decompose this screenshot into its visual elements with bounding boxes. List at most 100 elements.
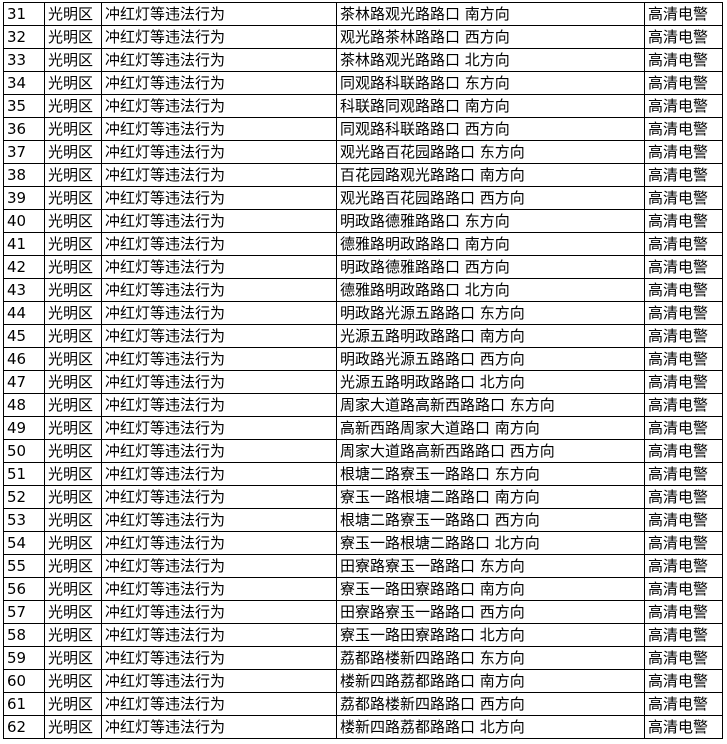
violation-type: 冲红灯等违法行为 (101, 347, 337, 371)
violation-type: 冲红灯等违法行为 (101, 439, 337, 463)
violation-type: 冲红灯等违法行为 (101, 232, 337, 256)
table-row: 60 光明区 冲红灯等违法行为 楼新四路荔都路路口 南方向 高清电警 (3, 669, 723, 693)
violation-type: 冲红灯等违法行为 (101, 48, 337, 72)
row-number: 61 (3, 692, 45, 716)
location: 同观路科联路路口 西方向 (336, 117, 645, 141)
device-type: 高清电警 (644, 324, 723, 348)
location: 楼新四路荔都路路口 南方向 (336, 669, 645, 693)
row-number: 42 (3, 255, 45, 279)
row-number: 59 (3, 646, 45, 670)
violation-type: 冲红灯等违法行为 (101, 186, 337, 210)
row-number: 35 (3, 94, 45, 118)
table-row: 33 光明区 冲红灯等违法行为 茶林路观光路路口 北方向 高清电警 (3, 48, 723, 72)
district: 光明区 (44, 600, 102, 624)
violation-type: 冲红灯等违法行为 (101, 117, 337, 141)
row-number: 49 (3, 416, 45, 440)
table-row: 32 光明区 冲红灯等违法行为 观光路茶林路路口 西方向 高清电警 (3, 25, 723, 49)
location: 同观路科联路路口 东方向 (336, 71, 645, 95)
table-row: 38 光明区 冲红灯等违法行为 百花园路观光路路口 南方向 高清电警 (3, 163, 723, 187)
table-row: 47 光明区 冲红灯等违法行为 光源五路明政路路口 北方向 高清电警 (3, 370, 723, 394)
row-number: 40 (3, 209, 45, 233)
violation-type: 冲红灯等违法行为 (101, 646, 337, 670)
row-number: 57 (3, 600, 45, 624)
violation-type: 冲红灯等违法行为 (101, 462, 337, 486)
table-row: 46 光明区 冲红灯等违法行为 明政路光源五路路口 西方向 高清电警 (3, 347, 723, 371)
location: 明政路德雅路路口 西方向 (336, 255, 645, 279)
location: 寮玉一路田寮路路口 北方向 (336, 623, 645, 647)
row-number: 53 (3, 508, 45, 532)
violation-type: 冲红灯等违法行为 (101, 370, 337, 394)
violation-type: 冲红灯等违法行为 (101, 715, 337, 739)
violation-type: 冲红灯等违法行为 (101, 577, 337, 601)
location: 寮玉一路根塘二路路口 北方向 (336, 531, 645, 555)
location: 田寮路寮玉一路路口 西方向 (336, 600, 645, 624)
device-type: 高清电警 (644, 462, 723, 486)
row-number: 43 (3, 278, 45, 302)
location: 明政路光源五路路口 西方向 (336, 347, 645, 371)
location: 寮玉一路根塘二路路口 南方向 (336, 485, 645, 509)
location: 楼新四路荔都路路口 北方向 (336, 715, 645, 739)
device-type: 高清电警 (644, 2, 723, 26)
table-row: 50 光明区 冲红灯等违法行为 周家大道路高新西路路口 西方向 高清电警 (3, 439, 723, 463)
table-row: 34 光明区 冲红灯等违法行为 同观路科联路路口 东方向 高清电警 (3, 71, 723, 95)
row-number: 39 (3, 186, 45, 210)
violation-type: 冲红灯等违法行为 (101, 255, 337, 279)
district: 光明区 (44, 209, 102, 233)
device-type: 高清电警 (644, 186, 723, 210)
row-number: 31 (3, 2, 45, 26)
district: 光明区 (44, 439, 102, 463)
violation-type: 冲红灯等违法行为 (101, 531, 337, 555)
row-number: 34 (3, 71, 45, 95)
district: 光明区 (44, 692, 102, 716)
violation-type: 冲红灯等违法行为 (101, 623, 337, 647)
location: 明政路德雅路路口 东方向 (336, 209, 645, 233)
table-body: 31 光明区 冲红灯等违法行为 茶林路观光路路口 南方向 高清电警 32 光明区 冲红灯等违法… (3, 2, 723, 739)
location: 荔都路楼新四路路口 西方向 (336, 692, 645, 716)
violation-type: 冲红灯等违法行为 (101, 2, 337, 26)
row-number: 51 (3, 462, 45, 486)
device-type: 高清电警 (644, 94, 723, 118)
table-row: 61 光明区 冲红灯等违法行为 荔都路楼新四路路口 西方向 高清电警 (3, 692, 723, 716)
location: 茶林路观光路路口 南方向 (336, 2, 645, 26)
location: 周家大道路高新西路路口 东方向 (336, 393, 645, 417)
device-type: 高清电警 (644, 439, 723, 463)
row-number: 47 (3, 370, 45, 394)
location: 德雅路明政路路口 北方向 (336, 278, 645, 302)
device-type: 高清电警 (644, 25, 723, 49)
device-type: 高清电警 (644, 715, 723, 739)
district: 光明区 (44, 324, 102, 348)
location: 光源五路明政路路口 南方向 (336, 324, 645, 348)
violation-type: 冲红灯等违法行为 (101, 209, 337, 233)
device-type: 高清电警 (644, 140, 723, 164)
row-number: 41 (3, 232, 45, 256)
row-number: 32 (3, 25, 45, 49)
table-row: 62 光明区 冲红灯等违法行为 楼新四路荔都路路口 北方向 高清电警 (3, 715, 723, 739)
row-number: 58 (3, 623, 45, 647)
district: 光明区 (44, 462, 102, 486)
row-number: 52 (3, 485, 45, 509)
row-number: 56 (3, 577, 45, 601)
table-row: 57 光明区 冲红灯等违法行为 田寮路寮玉一路路口 西方向 高清电警 (3, 600, 723, 624)
district: 光明区 (44, 347, 102, 371)
district: 光明区 (44, 416, 102, 440)
row-number: 36 (3, 117, 45, 141)
device-type: 高清电警 (644, 692, 723, 716)
table: 31 光明区 冲红灯等违法行为 茶林路观光路路口 南方向 高清电警 32 光明区 冲红灯等违法… (3, 2, 723, 739)
row-number: 60 (3, 669, 45, 693)
row-number: 33 (3, 48, 45, 72)
district: 光明区 (44, 370, 102, 394)
table-row: 43 光明区 冲红灯等违法行为 德雅路明政路路口 北方向 高清电警 (3, 278, 723, 302)
district: 光明区 (44, 278, 102, 302)
table-row: 51 光明区 冲红灯等违法行为 根塘二路寮玉一路路口 东方向 高清电警 (3, 462, 723, 486)
location: 寮玉一路田寮路路口 南方向 (336, 577, 645, 601)
district: 光明区 (44, 531, 102, 555)
row-number: 62 (3, 715, 45, 739)
violation-type: 冲红灯等违法行为 (101, 485, 337, 509)
table-row: 53 光明区 冲红灯等违法行为 根塘二路寮玉一路路口 西方向 高清电警 (3, 508, 723, 532)
device-type: 高清电警 (644, 508, 723, 532)
device-type: 高清电警 (644, 117, 723, 141)
device-type: 高清电警 (644, 370, 723, 394)
location: 百花园路观光路路口 南方向 (336, 163, 645, 187)
device-type: 高清电警 (644, 301, 723, 325)
